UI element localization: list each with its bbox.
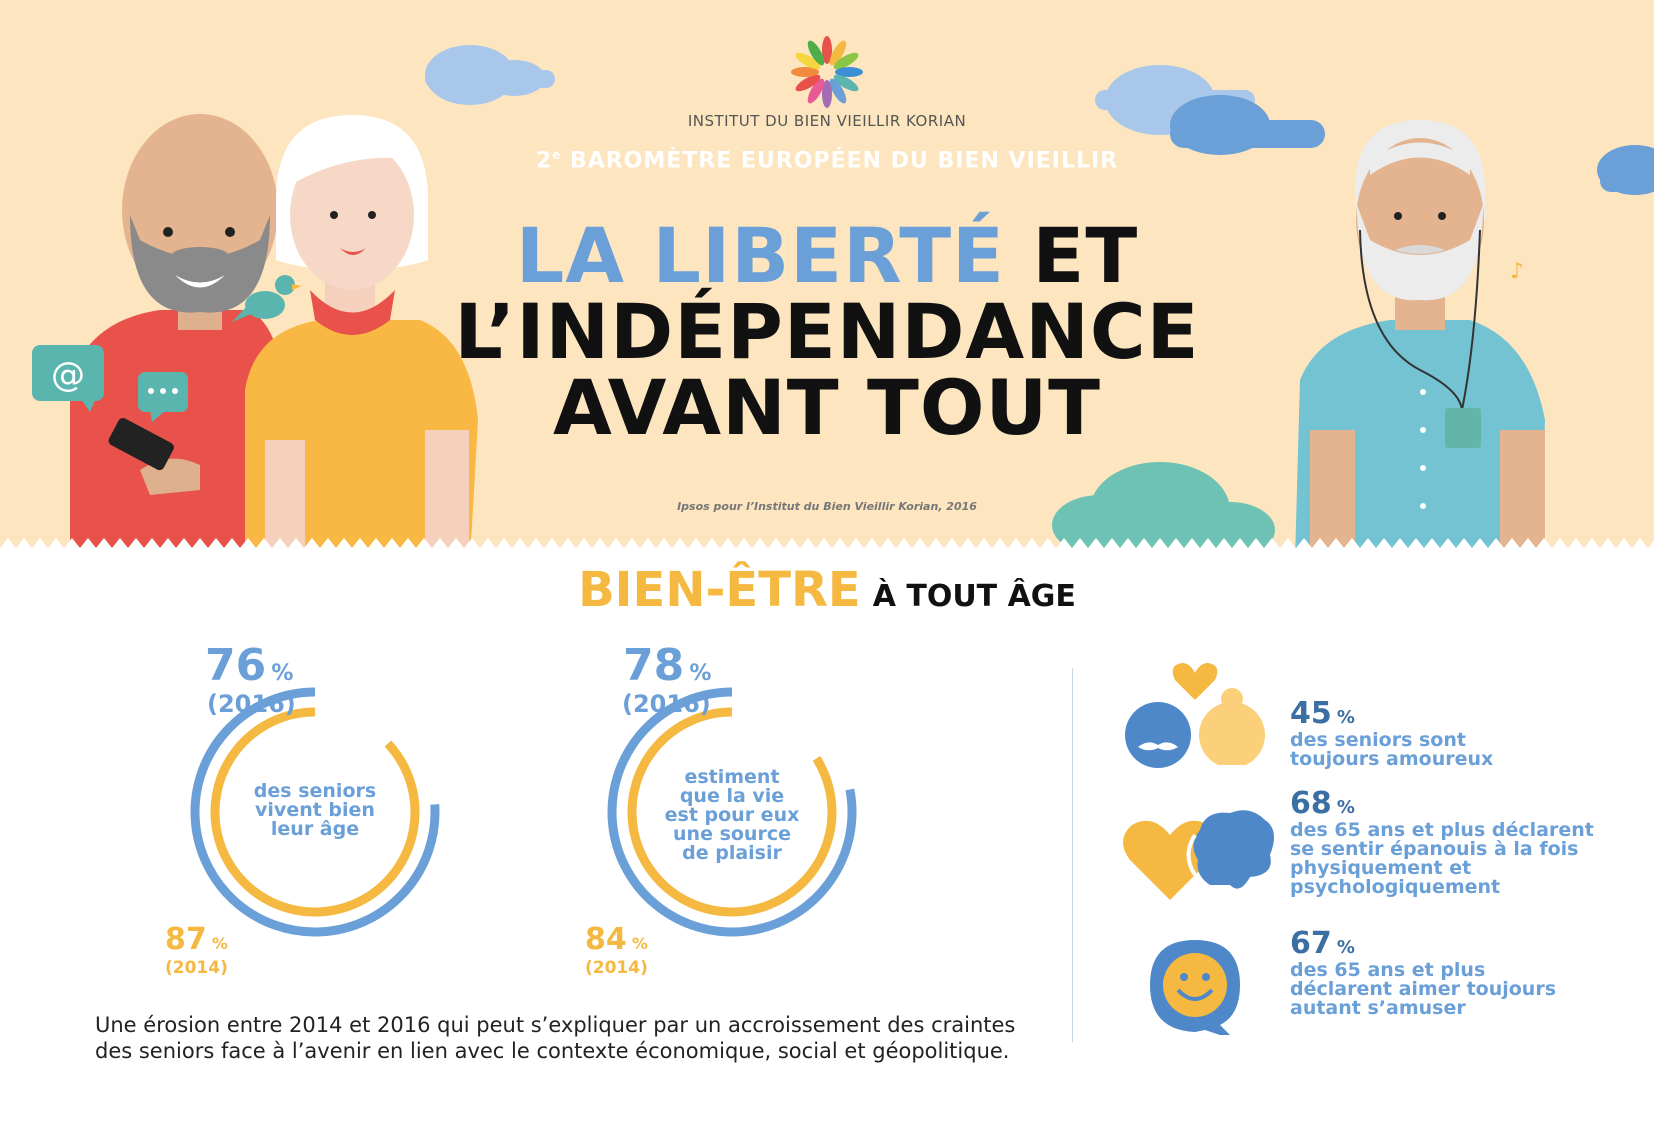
korian-flower-logo (791, 36, 863, 108)
erosion-note: Une érosion entre 2014 et 2016 qui peut … (95, 1013, 1016, 1063)
ring-2-year-2016: (2016) (622, 690, 711, 718)
svg-text:@: @ (51, 355, 85, 395)
page-title-line-1: LA LIBERTÉ ET (515, 211, 1139, 300)
ring-chart-1 (190, 687, 440, 937)
man-with-earphones-illustration (1295, 120, 1545, 560)
chat-dots-icon (138, 372, 188, 422)
cloud-icon (425, 45, 555, 105)
cloud-icon (1170, 95, 1325, 155)
page-title-line-2: L’INDÉPENDANCE (454, 287, 1200, 376)
cloud-icon (1597, 145, 1654, 195)
smiley-bubble-icon (1150, 940, 1240, 1035)
logo-text: INSTITUT DU BIEN VIEILLIR KORIAN (687, 112, 967, 130)
divider (1072, 668, 1073, 1042)
bird-icon (232, 275, 302, 322)
stat-3: 67 % des 65 ans et plus déclarent aimer … (1290, 926, 1556, 1019)
stat-1: 45 % des seniors sont toujours amoureux (1290, 696, 1494, 770)
ring-2-text: estiment que la vie est pour eux une source… (664, 766, 800, 864)
stat-2: 68 % des 65 ans et plus déclarent se sen… (1290, 786, 1594, 898)
page-title-line-3: AVANT TOUT (552, 363, 1102, 452)
ring-1-year-2016: (2016) (207, 690, 296, 718)
ring-2-value-2016: 78 % (623, 640, 712, 691)
barometre-label: 2e BAROMÈTRE EUROPÉEN DU BIEN VIEILLIR (535, 148, 1119, 174)
zigzag-edge (0, 538, 1654, 560)
stats-icons (1122, 663, 1274, 1035)
couple-heart-icon (1125, 663, 1265, 770)
source-note: Ipsos pour l’Institut du Bien Vieillir K… (677, 500, 977, 513)
title-highlight: LA LIBERTÉ (515, 211, 1005, 300)
heart-brain-icon (1122, 810, 1274, 900)
ring-arc-2016 (607, 687, 857, 937)
ring-arc-2014 (210, 707, 420, 917)
ring-2-value-2014: 84 % (585, 922, 648, 957)
at-sign-icon: @ (32, 345, 104, 412)
music-note-icon: ♪ (1510, 259, 1524, 284)
ring-2-year-2014: (2014) (585, 958, 648, 978)
section-title: BIEN-ÊTRE À TOUT ÂGE (578, 562, 1076, 618)
ring-arc-2016 (190, 687, 440, 937)
ring-1-value-2016: 76 % (205, 640, 294, 691)
woman-illustration (245, 115, 478, 560)
man-with-phone-illustration (70, 114, 280, 560)
ring-arc-2014 (627, 707, 837, 917)
ring-1-year-2014: (2014) (165, 958, 228, 978)
ring-1-value-2014: 87 % (165, 922, 228, 957)
ring-chart-2 (607, 687, 857, 937)
ring-1-text: des seniors vivent bien leur âge (253, 780, 377, 840)
